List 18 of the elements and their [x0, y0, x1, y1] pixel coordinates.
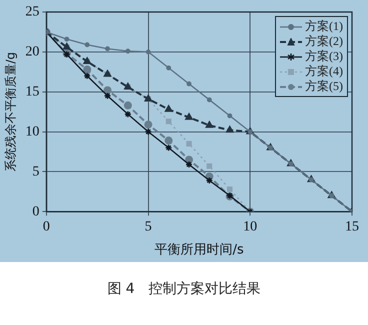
legend-label: 方案(3)	[305, 49, 343, 64]
legend-label: 方案(2)	[305, 34, 343, 49]
legend-label: 方案(4)	[305, 64, 343, 79]
legend-label: 方案(1)	[305, 19, 343, 34]
y-tick-label: 0	[32, 204, 40, 220]
y-tick-label: 25	[25, 4, 40, 20]
y-tick-label: 10	[25, 124, 40, 140]
x-tick-label: 10	[243, 220, 258, 235]
y-tick-label: 5	[32, 164, 40, 180]
y-axis-title: 系统残余不平衡质量/g	[3, 52, 18, 172]
legend-label: 方案(5)	[305, 79, 343, 94]
y-tick-label: 20	[25, 44, 40, 60]
y-tick-label: 15	[25, 84, 40, 100]
text: 图 4 控制方案对比结果	[106, 280, 262, 298]
x-tick-label: 0	[42, 220, 50, 235]
x-tick-label: 15	[345, 220, 359, 235]
x-axis-title: 平衡所用时间/s	[154, 242, 244, 258]
x-tick-label: 5	[144, 220, 152, 235]
